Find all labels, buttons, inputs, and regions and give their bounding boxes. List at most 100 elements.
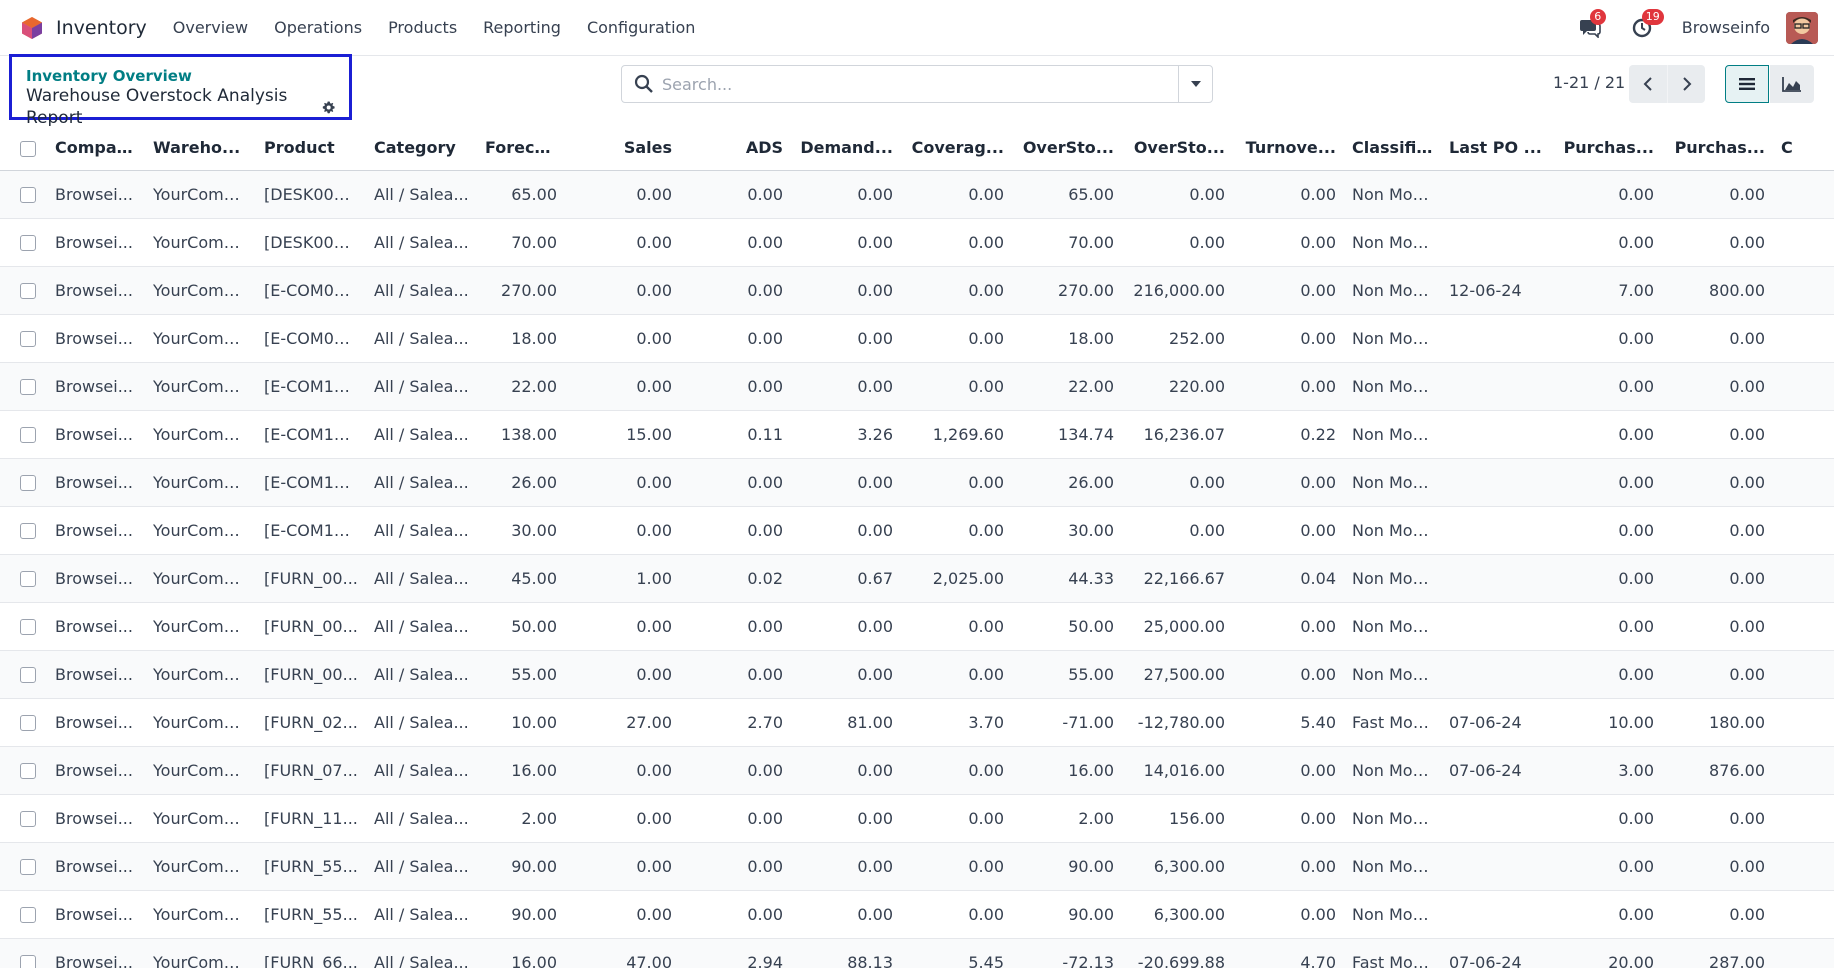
cell-forecast[interactable]: 2.00 xyxy=(477,794,569,843)
cell-warehouse[interactable]: YourComp... xyxy=(145,794,256,843)
cell-product[interactable]: [FURN_55... xyxy=(256,890,366,939)
row-checkbox-cell[interactable] xyxy=(0,218,47,267)
cell-last-po[interactable] xyxy=(1441,650,1552,699)
cell-sales[interactable]: 0.00 xyxy=(569,362,680,411)
cell-sales[interactable]: 0.00 xyxy=(569,842,680,891)
row-checkbox-cell[interactable] xyxy=(0,698,47,747)
cell-forecast[interactable]: 45.00 xyxy=(477,554,569,603)
select-all-checkbox[interactable] xyxy=(20,140,36,157)
messages-button[interactable]: 6 xyxy=(1578,8,1606,40)
row-checkbox[interactable] xyxy=(20,907,36,923)
cell-purchase-qty[interactable]: 0.00 xyxy=(1552,314,1662,363)
cell-turnover[interactable]: 0.00 xyxy=(1233,842,1344,891)
cell-product[interactable]: [E-COM07... xyxy=(256,266,366,315)
cell-overstock-qty[interactable]: 18.00 xyxy=(1012,314,1122,363)
cell-last-po[interactable] xyxy=(1441,362,1552,411)
cell-coverage[interactable]: 0.00 xyxy=(901,650,1012,699)
menu-configuration[interactable]: Configuration xyxy=(586,18,696,37)
cell-warehouse[interactable]: YourComp... xyxy=(145,602,256,651)
cell-demand[interactable]: 0.00 xyxy=(791,794,901,843)
table-row[interactable]: Browsei... YourComp... [DESK000... All / Sa… xyxy=(0,218,1834,267)
cell-classification[interactable]: Non Moving xyxy=(1344,170,1441,219)
cell-overstock-value[interactable]: 220.00 xyxy=(1122,362,1233,411)
row-checkbox-cell[interactable] xyxy=(0,794,47,843)
breadcrumb-parent-link[interactable]: Inventory Overview xyxy=(26,67,192,85)
cell-overstock-qty[interactable]: 55.00 xyxy=(1012,650,1122,699)
cell-overstock-qty[interactable]: 270.00 xyxy=(1012,266,1122,315)
table-row[interactable]: Browsei... YourComp... [FURN_11... All / Sa… xyxy=(0,794,1834,843)
cell-coverage[interactable]: 5.45 xyxy=(901,938,1012,968)
row-checkbox-cell[interactable] xyxy=(0,170,47,219)
cell-turnover[interactable]: 0.00 xyxy=(1233,362,1344,411)
cell-classification[interactable]: Non Moving xyxy=(1344,842,1441,891)
cell-extra[interactable] xyxy=(1773,602,1834,651)
cell-forecast[interactable]: 70.00 xyxy=(477,218,569,267)
cell-extra[interactable] xyxy=(1773,890,1834,939)
cell-purchase-value[interactable]: 0.00 xyxy=(1662,458,1773,507)
cell-ads[interactable]: 0.00 xyxy=(680,602,791,651)
cell-product[interactable]: [DESK000... xyxy=(256,170,366,219)
cell-last-po[interactable] xyxy=(1441,506,1552,555)
cell-warehouse[interactable]: YourComp... xyxy=(145,506,256,555)
cell-sales[interactable]: 0.00 xyxy=(569,746,680,795)
cell-overstock-value[interactable]: 25,000.00 xyxy=(1122,602,1233,651)
cell-coverage[interactable]: 0.00 xyxy=(901,362,1012,411)
cell-last-po[interactable] xyxy=(1441,602,1552,651)
cell-company[interactable]: Browsei... xyxy=(47,650,145,699)
cell-overstock-qty[interactable]: 65.00 xyxy=(1012,170,1122,219)
cell-company[interactable]: Browsei... xyxy=(47,842,145,891)
cell-overstock-qty[interactable]: 90.00 xyxy=(1012,842,1122,891)
cell-category[interactable]: All / Salea... xyxy=(366,218,477,267)
row-checkbox[interactable] xyxy=(20,331,36,347)
cell-extra[interactable] xyxy=(1773,458,1834,507)
avatar[interactable] xyxy=(1786,11,1818,44)
cell-ads[interactable]: 0.00 xyxy=(680,314,791,363)
table-row[interactable]: Browsei... YourComp... [E-COM08... All / Sa… xyxy=(0,314,1834,363)
cell-category[interactable]: All / Salea... xyxy=(366,698,477,747)
menu-reporting[interactable]: Reporting xyxy=(483,18,561,37)
cell-product[interactable]: [DESK000... xyxy=(256,218,366,267)
cell-purchase-value[interactable]: 0.00 xyxy=(1662,410,1773,459)
row-checkbox[interactable] xyxy=(20,715,36,731)
cell-sales[interactable]: 0.00 xyxy=(569,314,680,363)
cell-category[interactable]: All / Salea... xyxy=(366,650,477,699)
cell-forecast[interactable]: 26.00 xyxy=(477,458,569,507)
cell-product[interactable]: [FURN_00... xyxy=(256,602,366,651)
cell-demand[interactable]: 0.00 xyxy=(791,170,901,219)
cell-ads[interactable]: 0.00 xyxy=(680,362,791,411)
row-checkbox-cell[interactable] xyxy=(0,266,47,315)
menu-overview[interactable]: Overview xyxy=(172,18,249,37)
cell-product[interactable]: [E-COM08... xyxy=(256,314,366,363)
row-checkbox-cell[interactable] xyxy=(0,746,47,795)
cell-product[interactable]: [FURN_66... xyxy=(256,938,366,968)
table-row[interactable]: Browsei... YourComp... [E-COM07... All / Sa… xyxy=(0,266,1834,315)
cell-sales[interactable]: 0.00 xyxy=(569,266,680,315)
column-header-category[interactable]: Category xyxy=(366,126,477,171)
cell-sales[interactable]: 0.00 xyxy=(569,890,680,939)
row-checkbox[interactable] xyxy=(20,955,36,968)
cell-company[interactable]: Browsei... xyxy=(47,506,145,555)
table-row[interactable]: Browsei... YourComp... [FURN_55... All / Sa… xyxy=(0,890,1834,939)
column-header-extra[interactable]: C xyxy=(1773,126,1834,171)
cell-coverage[interactable]: 0.00 xyxy=(901,842,1012,891)
cell-coverage[interactable]: 2,025.00 xyxy=(901,554,1012,603)
row-checkbox-cell[interactable] xyxy=(0,650,47,699)
cell-ads[interactable]: 0.00 xyxy=(680,458,791,507)
cell-classification[interactable]: Non Moving xyxy=(1344,458,1441,507)
row-checkbox[interactable] xyxy=(20,667,36,683)
cell-demand[interactable]: 0.00 xyxy=(791,842,901,891)
cell-purchase-value[interactable]: 0.00 xyxy=(1662,554,1773,603)
cell-purchase-qty[interactable]: 3.00 xyxy=(1552,746,1662,795)
cell-demand[interactable]: 0.00 xyxy=(791,218,901,267)
cell-demand[interactable]: 0.00 xyxy=(791,650,901,699)
cell-warehouse[interactable]: YourComp... xyxy=(145,554,256,603)
cell-classification[interactable]: Non Moving xyxy=(1344,746,1441,795)
cell-classification[interactable]: Non Moving xyxy=(1344,362,1441,411)
cell-coverage[interactable]: 0.00 xyxy=(901,506,1012,555)
cell-product[interactable]: [FURN_07... xyxy=(256,746,366,795)
cell-overstock-value[interactable]: -20,699.88 xyxy=(1122,938,1233,968)
cell-purchase-value[interactable]: 0.00 xyxy=(1662,842,1773,891)
table-row[interactable]: Browsei... YourComp... [FURN_55... All / Sa… xyxy=(0,842,1834,891)
cell-sales[interactable]: 0.00 xyxy=(569,170,680,219)
menu-operations[interactable]: Operations xyxy=(274,18,363,37)
